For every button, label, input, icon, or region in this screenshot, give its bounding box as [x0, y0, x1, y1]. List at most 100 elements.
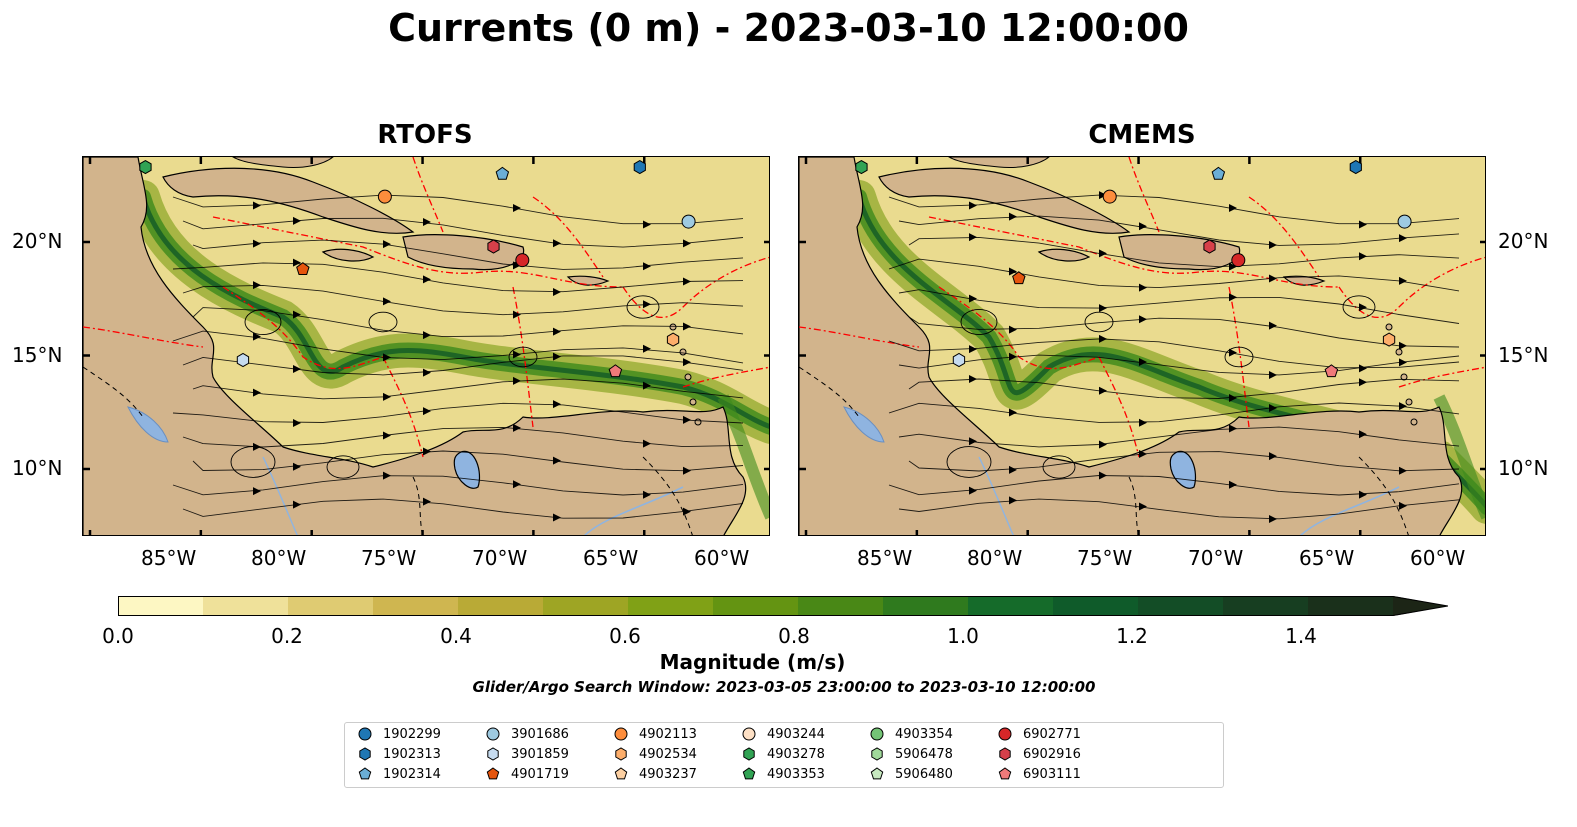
pentagon-marker-icon: [998, 767, 1012, 780]
streamline-arrow: [1229, 348, 1237, 357]
legend-item: 5906480: [869, 766, 953, 782]
float-marker: [1102, 189, 1117, 204]
legend-label: 5906480: [895, 766, 953, 782]
streamline-arrow: [1269, 514, 1277, 523]
legend-item: 1902313: [357, 746, 441, 762]
eez-boundary: [1098, 356, 1140, 458]
streamline-arrow: [683, 239, 691, 248]
legend-item: 5906478: [869, 746, 953, 762]
lon-tick-label: 80°W: [251, 546, 307, 570]
legend-item: 4903353: [741, 766, 825, 782]
streamline-arrow: [253, 239, 261, 248]
legend-label: 4902534: [639, 746, 697, 762]
streamline: [908, 451, 1460, 472]
streamline-arrow: [513, 261, 521, 270]
colorbar-tick-label: 0.2: [271, 624, 303, 648]
streamline-arrow: [513, 310, 521, 319]
hexagon-marker-icon: [743, 747, 755, 761]
eez-boundary: [1398, 366, 1485, 388]
eddy-streamline: [960, 308, 998, 336]
float-marker: [743, 747, 755, 761]
land-island: [1405, 398, 1413, 406]
streamline-arrow: [1139, 449, 1147, 458]
streamline-arrow: [643, 490, 651, 499]
streamline-arrow: [253, 332, 261, 341]
legend-label: 3901686: [511, 726, 569, 742]
eez-boundary: [222, 286, 384, 370]
streamline-arrow: [423, 331, 431, 340]
land-island: [669, 323, 677, 331]
streamline-arrow: [969, 486, 977, 495]
streamline-arrow: [683, 358, 691, 367]
eez-boundary: [1228, 286, 1250, 428]
float-marker: [681, 214, 696, 229]
lon-tick-label: 85°W: [141, 546, 197, 570]
colorbar-swatch: [118, 596, 204, 616]
map-cmems-canvas: [799, 157, 1485, 535]
figure-title: Currents (0 m) - 2023-03-10 12:00:00: [388, 6, 1189, 50]
streamline-arrow: [683, 415, 691, 424]
colorbar-swatches: [118, 596, 1449, 616]
streamline-arrow: [683, 322, 691, 331]
panel-title-rtofs: RTOFS: [377, 120, 473, 150]
float-marker: [495, 166, 510, 180]
streamline-arrow: [1139, 283, 1147, 292]
streamline: [182, 498, 744, 519]
streamline-arrow: [1099, 440, 1107, 449]
eez-boundary: [382, 356, 424, 458]
legend-label: 1902314: [383, 766, 441, 782]
land-island: [684, 373, 692, 381]
colorbar-swatch: [883, 596, 969, 616]
streamline-arrow: [1229, 204, 1237, 213]
lon-tick-label: 75°W: [361, 546, 417, 570]
legend-item: 3901859: [485, 746, 569, 762]
eez-boundary: [212, 216, 624, 288]
legend-label: 6902916: [1023, 746, 1081, 762]
colorbar-swatch: [543, 596, 629, 616]
streamline-arrow: [643, 220, 651, 229]
colorbar-tick-label: 0.4: [440, 624, 472, 648]
streamline-arrow: [553, 400, 561, 409]
colorbar-swatch: [1308, 596, 1394, 616]
float-marker: [358, 767, 372, 780]
land-island: [1410, 418, 1418, 426]
streamline: [898, 215, 1460, 246]
streamline-arrow: [513, 204, 521, 213]
eez-boundary: [622, 256, 769, 318]
circle-marker-icon: [870, 727, 884, 741]
float-marker: [871, 747, 883, 761]
streamline-arrow: [423, 217, 431, 226]
streamline: [172, 262, 744, 293]
streamline-arrow: [1269, 274, 1277, 283]
streamline-arrow: [1099, 471, 1107, 480]
circle-marker-icon: [998, 727, 1012, 741]
streamline-arrow: [1399, 358, 1407, 367]
pentagon-marker-icon: [742, 767, 756, 780]
streamline-arrow: [643, 300, 651, 309]
streamline-arrow: [1399, 402, 1407, 411]
float-marker: [998, 727, 1012, 741]
streamline-arrow: [1399, 234, 1407, 243]
streamline-arrow: [1229, 424, 1237, 433]
streamline: [172, 402, 744, 424]
lon-tick-label: 80°W: [967, 546, 1023, 570]
eddy-streamline: [626, 295, 660, 319]
lon-tick-label: 75°W: [1077, 546, 1133, 570]
search-window-caption: Glider/Argo Search Window: 2023-03-05 23…: [472, 678, 1096, 696]
lake-maracaibo: [453, 450, 481, 489]
legend-item: 4902113: [613, 726, 697, 742]
float-marker: [870, 727, 884, 741]
streamline-arrow: [1009, 408, 1017, 417]
legend-label: 6902771: [1023, 726, 1081, 742]
land-island: [1395, 348, 1403, 356]
lon-tick-label: 65°W: [1299, 546, 1355, 570]
float-marker: [487, 747, 499, 761]
legend-label: 6903111: [1023, 766, 1081, 782]
legend-label: 4902113: [639, 726, 697, 742]
float-marker: [952, 352, 966, 368]
float-marker: [633, 160, 646, 175]
eez-boundary: [928, 216, 1340, 288]
streamline-arrow: [513, 376, 521, 385]
streamline-arrow: [969, 294, 977, 303]
colorbar-label: Magnitude (m/s): [659, 650, 846, 674]
